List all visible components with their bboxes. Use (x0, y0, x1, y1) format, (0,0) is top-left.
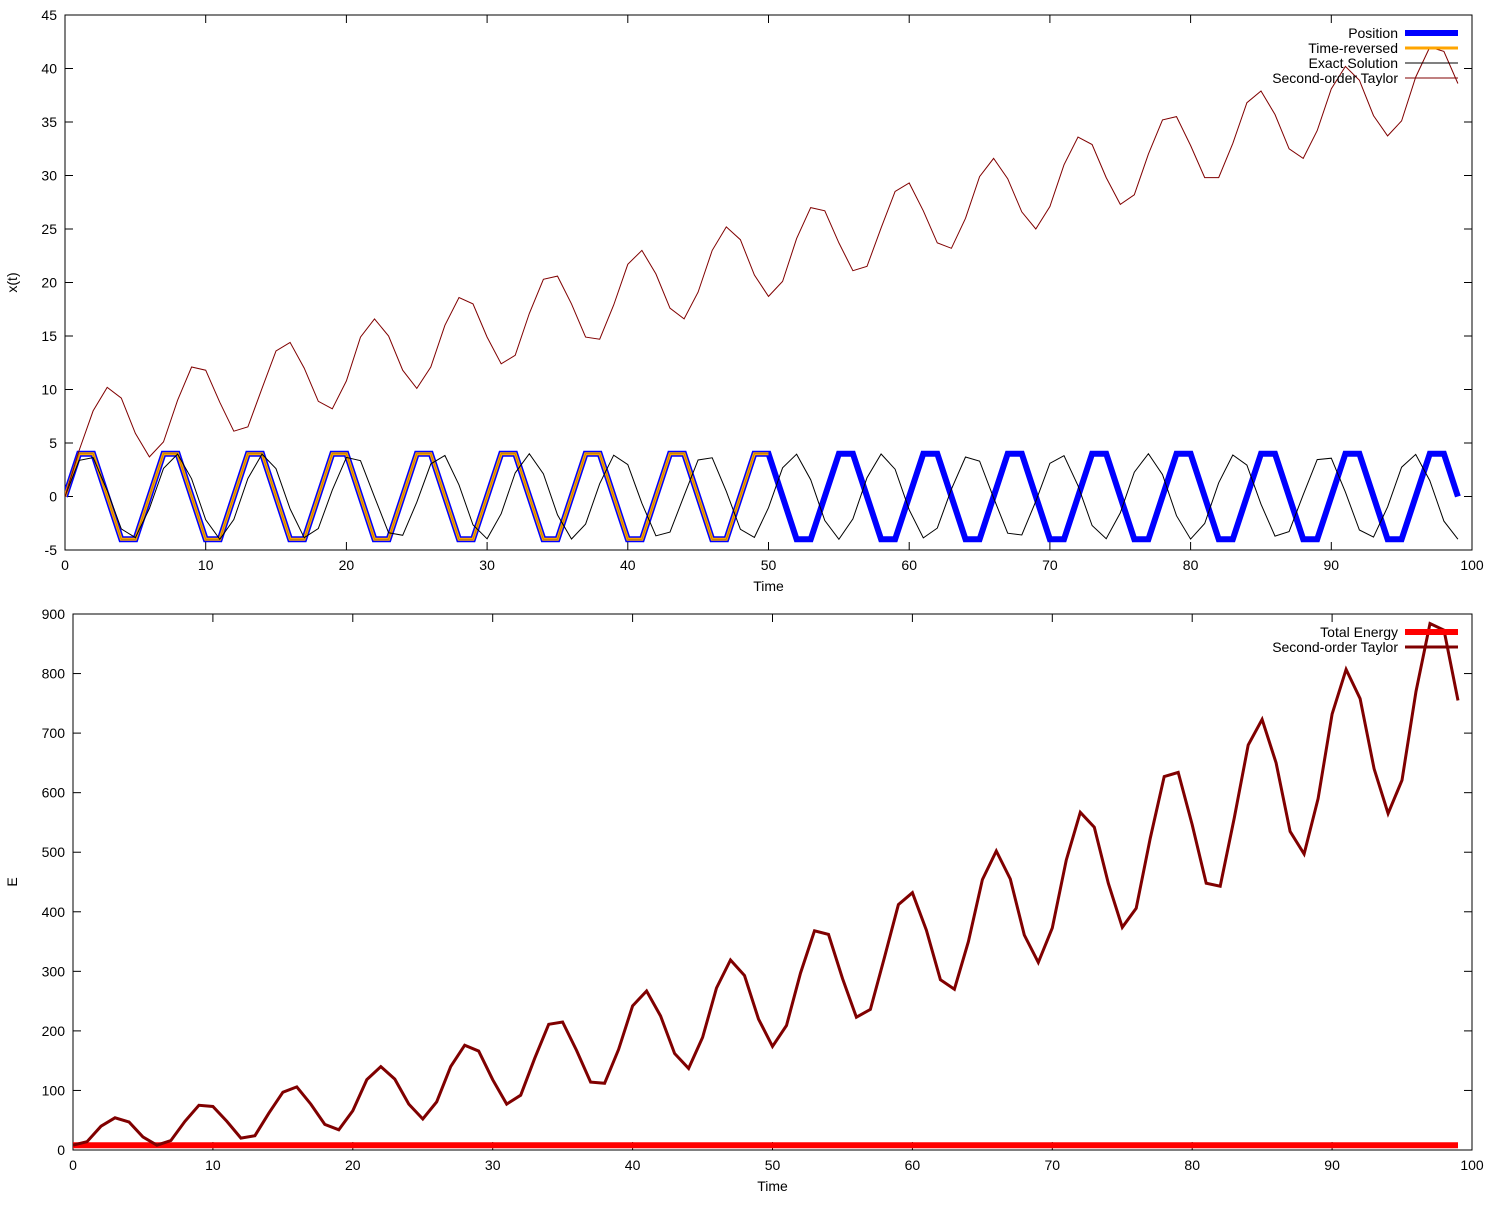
x-tick-label: 0 (69, 1157, 77, 1173)
x-tick-label: 70 (1042, 557, 1058, 573)
series-group (73, 621, 1460, 1149)
y-tick-label: 700 (42, 725, 66, 741)
energy-plot: 0 10 20 30 40 50 60 70 80 90 100 0 100 200 300 400 500 60… (4, 606, 1484, 1194)
series-line-time-reversed-edge (65, 453, 769, 540)
x-axis-label: Time (753, 578, 784, 594)
x-tick-label: 20 (339, 557, 355, 573)
y-tick-label: 45 (41, 7, 57, 23)
x-tick-label: 30 (479, 557, 495, 573)
y-tick-label: 100 (42, 1082, 66, 1098)
x-tick-label: 60 (905, 1157, 921, 1173)
series-group (65, 46, 1461, 543)
y-tick-label: 300 (42, 963, 66, 979)
y-tick-label: -5 (45, 542, 58, 558)
series-line-second-order-taylor (65, 46, 1459, 497)
legend-label: Exact Solution (1309, 55, 1399, 71)
series-line-exact-solution (65, 452, 1459, 541)
y-tick-label: 400 (42, 904, 66, 920)
y-axis-label: x(t) (4, 272, 20, 292)
y-tick-label: 500 (42, 844, 66, 860)
y-tick-label: 35 (41, 114, 57, 130)
y-tick-label: 15 (41, 328, 57, 344)
x-tick-label: 80 (1184, 1157, 1200, 1173)
x-tick-label: 0 (61, 557, 69, 573)
position-plot: 0 10 20 30 40 50 60 70 80 90 100-50510152025303540… (4, 7, 1484, 594)
y-tick-label: 900 (42, 606, 66, 622)
y-tick-label: 0 (57, 1142, 65, 1158)
legend-label: Time-reversed (1308, 40, 1398, 56)
x-tick-label: 60 (901, 557, 917, 573)
plot-frame (72, 613, 1473, 1151)
y-tick-label: 25 (41, 221, 57, 237)
x-tick-label: 90 (1324, 557, 1340, 573)
y-tick-label: 40 (41, 61, 57, 77)
x-tick-label: 40 (620, 557, 636, 573)
series-line-second-order-taylor (73, 621, 1460, 1147)
x-tick-label: 80 (1183, 557, 1199, 573)
y-tick-label: 30 (41, 168, 57, 184)
legend-label: Second-order Taylor (1272, 639, 1398, 655)
x-tick-label: 100 (1460, 557, 1484, 573)
y-tick-label: 10 (41, 382, 57, 398)
y-tick-label: 5 (49, 435, 57, 451)
x-tick-label: 50 (761, 557, 777, 573)
legend-label: Position (1348, 25, 1398, 41)
x-tick-label: 30 (485, 1157, 501, 1173)
x-tick-label: 20 (345, 1157, 361, 1173)
y-tick-label: 800 (42, 666, 66, 682)
x-tick-label: 70 (1045, 1157, 1061, 1173)
y-axis-label: E (4, 877, 20, 886)
x-tick-label: 90 (1324, 1157, 1340, 1173)
x-axis-label: Time (757, 1178, 788, 1194)
y-tick-label: 20 (41, 275, 57, 291)
y-tick-label: 0 (49, 489, 57, 505)
y-tick-label: 600 (42, 785, 66, 801)
x-tick-label: 10 (205, 1157, 221, 1173)
x-tick-label: 40 (625, 1157, 641, 1173)
x-tick-label: 50 (765, 1157, 781, 1173)
legend-label: Total Energy (1320, 624, 1398, 640)
y-tick-label: 200 (42, 1023, 66, 1039)
x-tick-label: 10 (198, 557, 214, 573)
x-tick-label: 100 (1460, 1157, 1484, 1173)
legend-label: Second-order Taylor (1272, 70, 1398, 86)
